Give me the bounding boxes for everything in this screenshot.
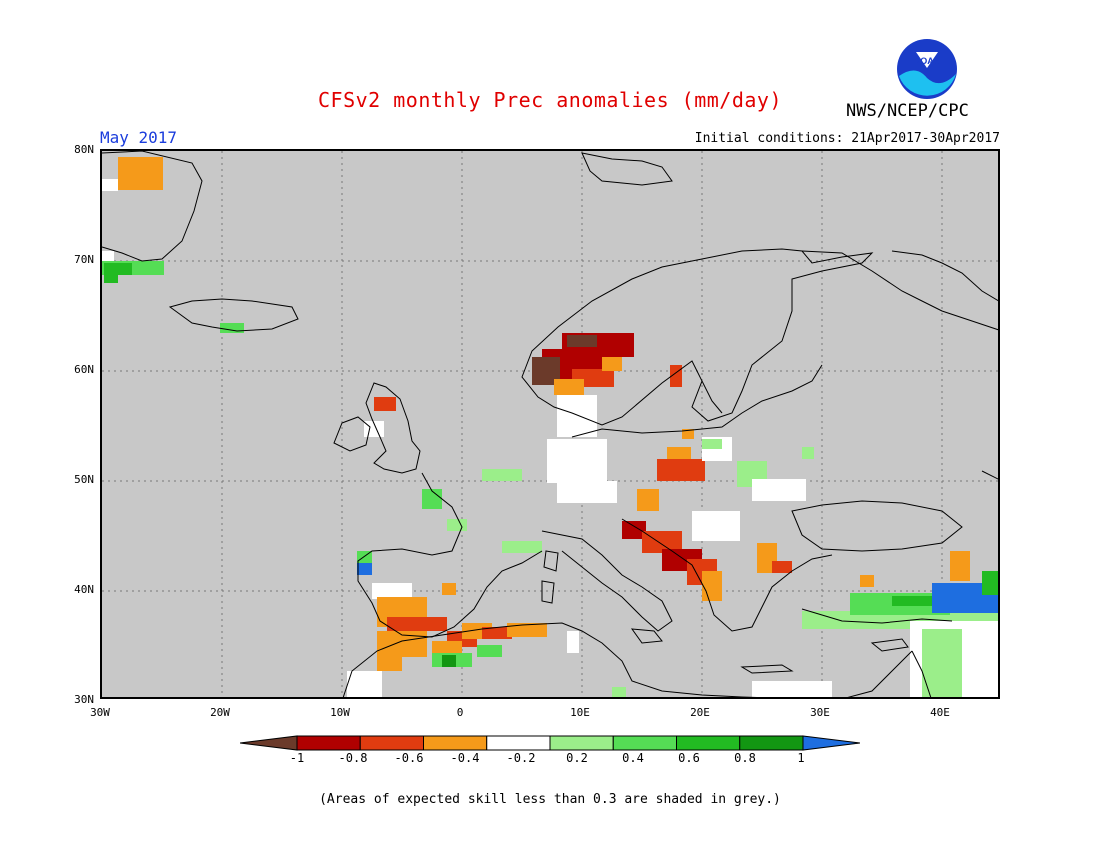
lon-label: 40E bbox=[930, 706, 950, 719]
colorbar-box bbox=[486, 735, 551, 751]
colorbar-box bbox=[296, 735, 361, 751]
colorbar-box bbox=[549, 735, 614, 751]
coastlines bbox=[102, 151, 998, 697]
colorbar-tick: -0.2 bbox=[506, 751, 536, 765]
colorbar-tick: 0.2 bbox=[566, 751, 588, 765]
initial-conditions: Initial conditions: 21Apr2017-30Apr2017 bbox=[694, 131, 1000, 146]
logo-text: NOAA bbox=[914, 56, 941, 66]
colorbar-box bbox=[676, 735, 741, 751]
colorbar-box bbox=[423, 735, 488, 751]
colorbar-tick: -1 bbox=[289, 751, 305, 765]
colorbar-tick: -0.6 bbox=[394, 751, 424, 765]
lat-label: 50N bbox=[74, 473, 94, 486]
colorbar-tick: 1 bbox=[797, 751, 805, 765]
lon-label: 20E bbox=[690, 706, 710, 719]
lon-label: 10W bbox=[330, 706, 350, 719]
lat-label: 60N bbox=[74, 363, 94, 376]
anomaly-cells bbox=[102, 157, 998, 697]
lon-label: 30E bbox=[810, 706, 830, 719]
colorbar-box bbox=[612, 735, 677, 751]
lon-label: 0 bbox=[456, 706, 464, 719]
colorbar-box bbox=[739, 735, 804, 751]
colorbar-tick: 0.4 bbox=[622, 751, 644, 765]
lat-label: 70N bbox=[74, 253, 94, 266]
colorbar-box bbox=[359, 735, 424, 751]
lon-label: 20W bbox=[210, 706, 230, 719]
lat-label: 30N bbox=[74, 693, 94, 706]
lat-label: 80N bbox=[74, 143, 94, 156]
agency-label: NWS/NCEP/CPC bbox=[846, 101, 969, 121]
lat-label: 40N bbox=[74, 583, 94, 596]
noaa-logo: NOAA bbox=[896, 38, 958, 100]
lon-label: 30W bbox=[90, 706, 110, 719]
colorbar-tick: -0.8 bbox=[338, 751, 368, 765]
lon-label: 10E bbox=[570, 706, 590, 719]
skill-note: (Areas of expected skill less than 0.3 a… bbox=[319, 792, 781, 807]
colorbar-tick: -0.4 bbox=[450, 751, 480, 765]
anomaly-map bbox=[100, 149, 1000, 699]
forecast-month: May 2017 bbox=[100, 128, 178, 147]
colorbar-arrow-left bbox=[239, 735, 298, 751]
colorbar bbox=[239, 734, 861, 764]
colorbar-tick: 0.8 bbox=[734, 751, 756, 765]
colorbar-arrow-right bbox=[802, 735, 861, 751]
colorbar-tick: 0.6 bbox=[678, 751, 700, 765]
chart-title: CFSv2 monthly Prec anomalies (mm/day) bbox=[317, 88, 783, 112]
